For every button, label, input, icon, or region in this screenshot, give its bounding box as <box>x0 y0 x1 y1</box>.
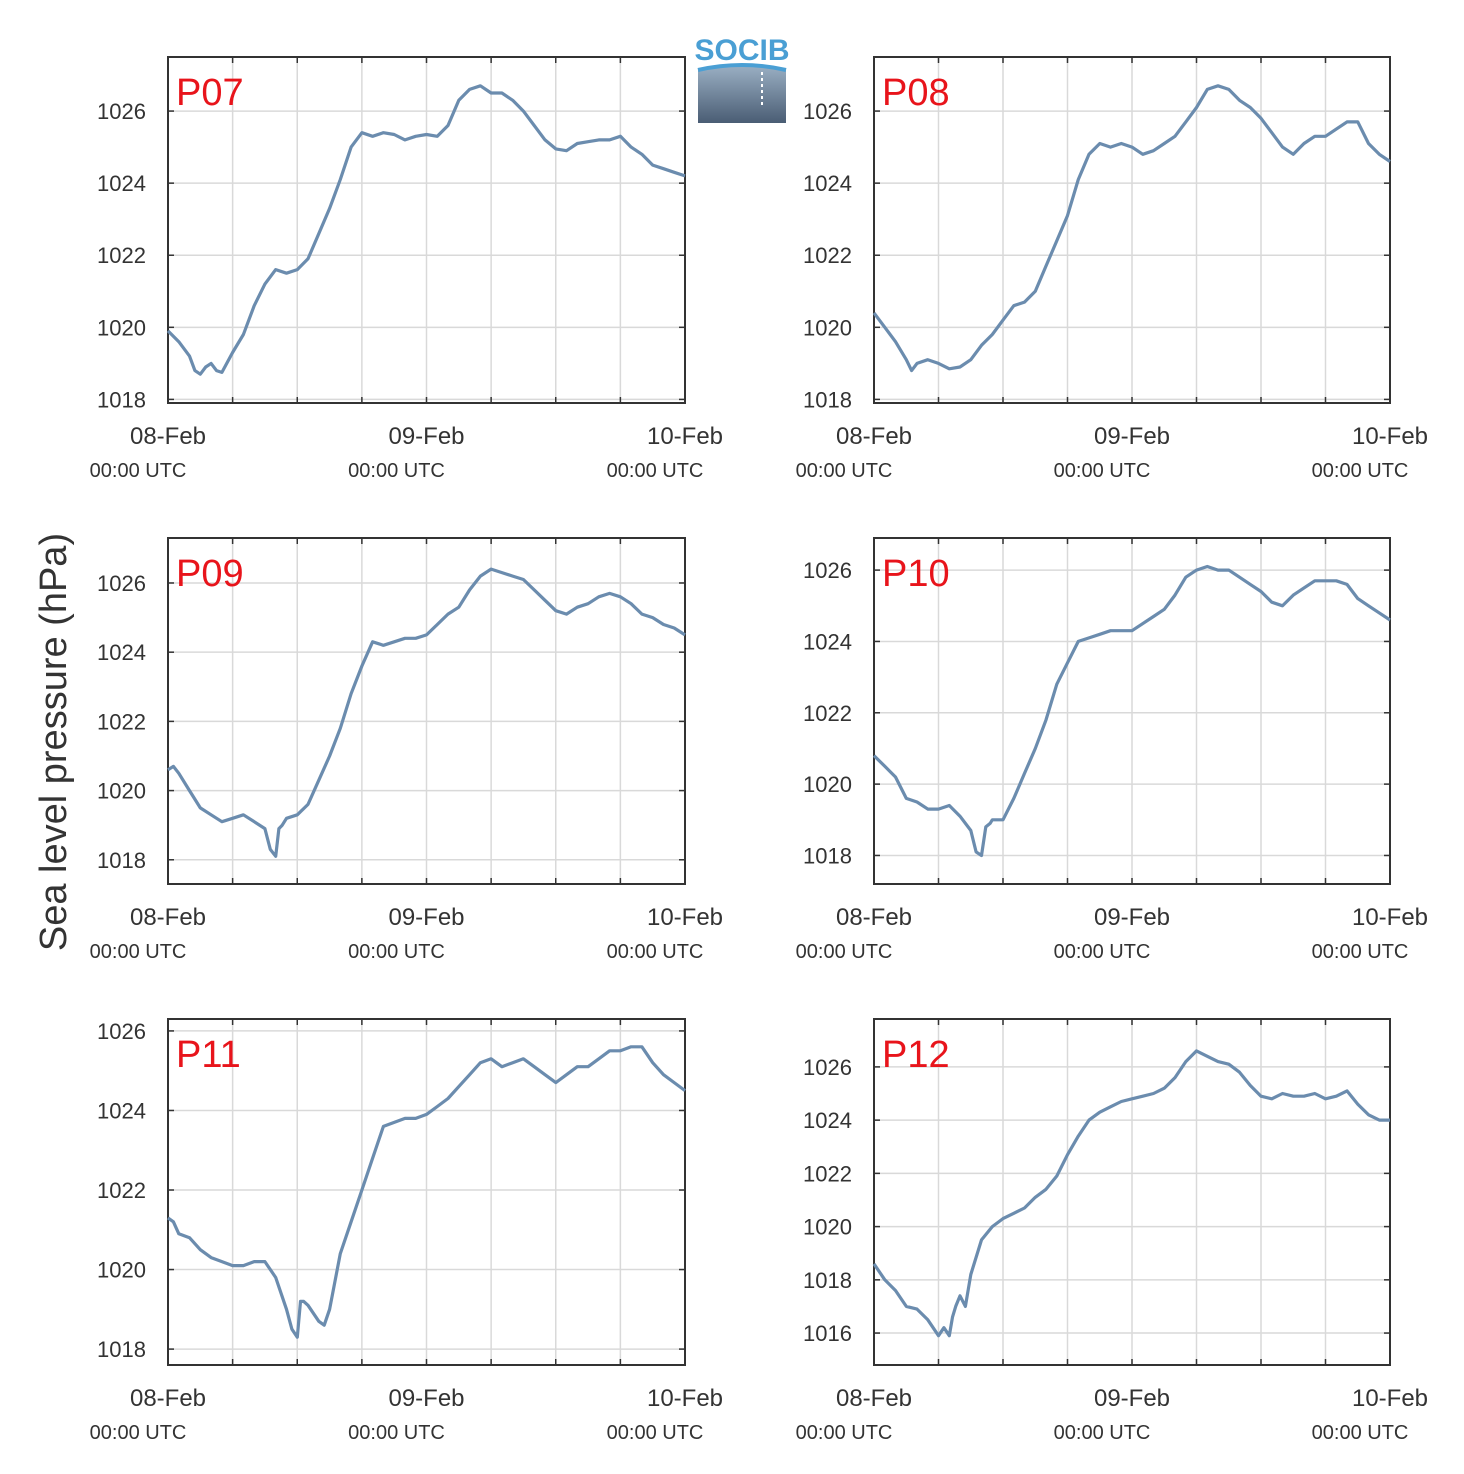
x-tick-sublabel: 00:00 UTC <box>607 460 704 482</box>
y-tick-label: 1020 <box>803 772 852 797</box>
y-tick-label: 1024 <box>803 171 852 196</box>
x-tick-label: 10-Feb <box>647 423 723 450</box>
panel-p07: 1018 1020 1022 1024 1026 08-Feb 00:00 UTC 09-Fe… <box>90 56 723 482</box>
series-line-p12 <box>872 1049 1390 1338</box>
x-tick-label: 10-Feb <box>1352 904 1428 931</box>
panel-p09: 1018 1020 1022 1024 1026 08-Feb 00:00 UTC 09-Fe… <box>90 537 723 963</box>
x-tick-sublabel: 00:00 UTC <box>90 1422 187 1444</box>
x-tick-sublabel: 00:00 UTC <box>1312 941 1409 963</box>
panel-label-p07: P07 <box>176 72 244 114</box>
logo-text: SOCIB <box>694 34 789 67</box>
panel-label-p08: P08 <box>882 72 950 114</box>
y-tick-label: 1018 <box>803 843 852 868</box>
y-tick-label: 1018 <box>803 387 852 412</box>
y-tick-label: 1022 <box>97 1178 146 1203</box>
y-tick-label: 1016 <box>803 1321 852 1346</box>
y-tick-label: 1018 <box>97 387 146 412</box>
x-tick-sublabel: 00:00 UTC <box>348 1422 445 1444</box>
y-axis-label: Sea level pressure (hPa) <box>33 533 75 951</box>
x-tick-label: 10-Feb <box>1352 423 1428 450</box>
y-tick-label: 1026 <box>97 1019 146 1044</box>
x-tick-label: 08-Feb <box>836 1385 912 1412</box>
x-tick-label: 09-Feb <box>388 904 464 931</box>
x-tick-label: 08-Feb <box>836 423 912 450</box>
y-tick-label: 1018 <box>803 1268 852 1293</box>
series-line-p07 <box>166 84 686 376</box>
y-tick-label: 1024 <box>97 640 146 665</box>
y-tick-label: 1022 <box>97 709 146 734</box>
x-tick-sublabel: 00:00 UTC <box>1312 1422 1409 1444</box>
y-tick-label: 1022 <box>803 701 852 726</box>
plot-frame <box>873 56 1391 404</box>
y-tick-label: 1020 <box>97 315 146 340</box>
y-tick-label: 1026 <box>803 99 852 124</box>
y-tick-label: 1026 <box>97 571 146 596</box>
y-tick-label: 1024 <box>97 1098 146 1123</box>
x-tick-label: 09-Feb <box>1094 423 1170 450</box>
y-tick-label: 1022 <box>97 243 146 268</box>
x-tick-sublabel: 00:00 UTC <box>348 460 445 482</box>
x-tick-sublabel: 00:00 UTC <box>607 941 704 963</box>
y-tick-label: 1026 <box>803 558 852 583</box>
y-tick-label: 1024 <box>803 629 852 654</box>
y-tick-label: 1022 <box>803 1161 852 1186</box>
x-tick-label: 09-Feb <box>388 423 464 450</box>
x-tick-label: 08-Feb <box>130 1385 206 1412</box>
x-tick-sublabel: 00:00 UTC <box>1054 460 1151 482</box>
x-tick-label: 09-Feb <box>1094 1385 1170 1412</box>
plot-frame <box>167 537 686 885</box>
panel-label-p12: P12 <box>882 1034 950 1076</box>
panel-p12: 1016 1018 1020 1022 1024 1026 08-Feb 00:00 UTC 0… <box>796 1018 1428 1444</box>
panel-label-p09: P09 <box>176 553 244 595</box>
x-tick-sublabel: 00:00 UTC <box>348 941 445 963</box>
panel-label-p10: P10 <box>882 553 950 595</box>
y-tick-label: 1024 <box>97 171 146 196</box>
x-tick-sublabel: 00:00 UTC <box>90 460 187 482</box>
x-tick-sublabel: 00:00 UTC <box>1054 941 1151 963</box>
plot-frame <box>167 1018 686 1366</box>
x-tick-sublabel: 00:00 UTC <box>607 1422 704 1444</box>
x-tick-label: 08-Feb <box>130 423 206 450</box>
panel-p11: 1018 1020 1022 1024 1026 08-Feb 00:00 UTC 09-Fe… <box>90 1018 723 1444</box>
x-tick-label: 10-Feb <box>1352 1385 1428 1412</box>
x-tick-label: 09-Feb <box>388 1385 464 1412</box>
y-tick-label: 1020 <box>97 1258 146 1283</box>
logo-wave-shape <box>698 65 786 123</box>
x-tick-label: 09-Feb <box>1094 904 1170 931</box>
socib-logo: SOCIB <box>694 34 790 123</box>
plot-frame <box>873 1018 1391 1366</box>
y-tick-label: 1020 <box>97 779 146 804</box>
logo-wave-top <box>697 63 787 72</box>
series-line-p11 <box>167 1045 686 1339</box>
y-tick-label: 1018 <box>97 848 146 873</box>
y-tick-label: 1026 <box>803 1055 852 1080</box>
panel-p08: 1018 1020 1022 1024 1026 08-Feb 00:00 UTC 09-Fe… <box>796 56 1428 482</box>
x-tick-label: 08-Feb <box>836 904 912 931</box>
x-tick-sublabel: 00:00 UTC <box>1312 460 1409 482</box>
x-tick-sublabel: 00:00 UTC <box>796 460 893 482</box>
panel-p10: 1018 1020 1022 1024 1026 08-Feb 00:00 UTC 09-Fe… <box>796 537 1428 963</box>
x-tick-label: 10-Feb <box>647 1385 723 1412</box>
y-tick-label: 1020 <box>803 1215 852 1240</box>
y-tick-label: 1022 <box>803 243 852 268</box>
x-tick-sublabel: 00:00 UTC <box>796 941 893 963</box>
y-tick-label: 1024 <box>803 1108 852 1133</box>
x-tick-label: 08-Feb <box>130 904 206 931</box>
x-tick-sublabel: 00:00 UTC <box>1054 1422 1151 1444</box>
y-tick-label: 1026 <box>97 99 146 124</box>
plot-frame <box>873 537 1391 885</box>
series-line-p10 <box>872 564 1391 858</box>
series-line-p08 <box>872 84 1391 373</box>
y-tick-label: 1020 <box>803 315 852 340</box>
x-tick-sublabel: 00:00 UTC <box>796 1422 893 1444</box>
plot-frame <box>167 56 686 404</box>
series-line-p09 <box>167 567 686 858</box>
y-tick-label: 1018 <box>97 1337 146 1362</box>
x-tick-label: 10-Feb <box>647 904 723 931</box>
panel-label-p11: P11 <box>176 1034 241 1076</box>
x-tick-sublabel: 00:00 UTC <box>90 941 187 963</box>
